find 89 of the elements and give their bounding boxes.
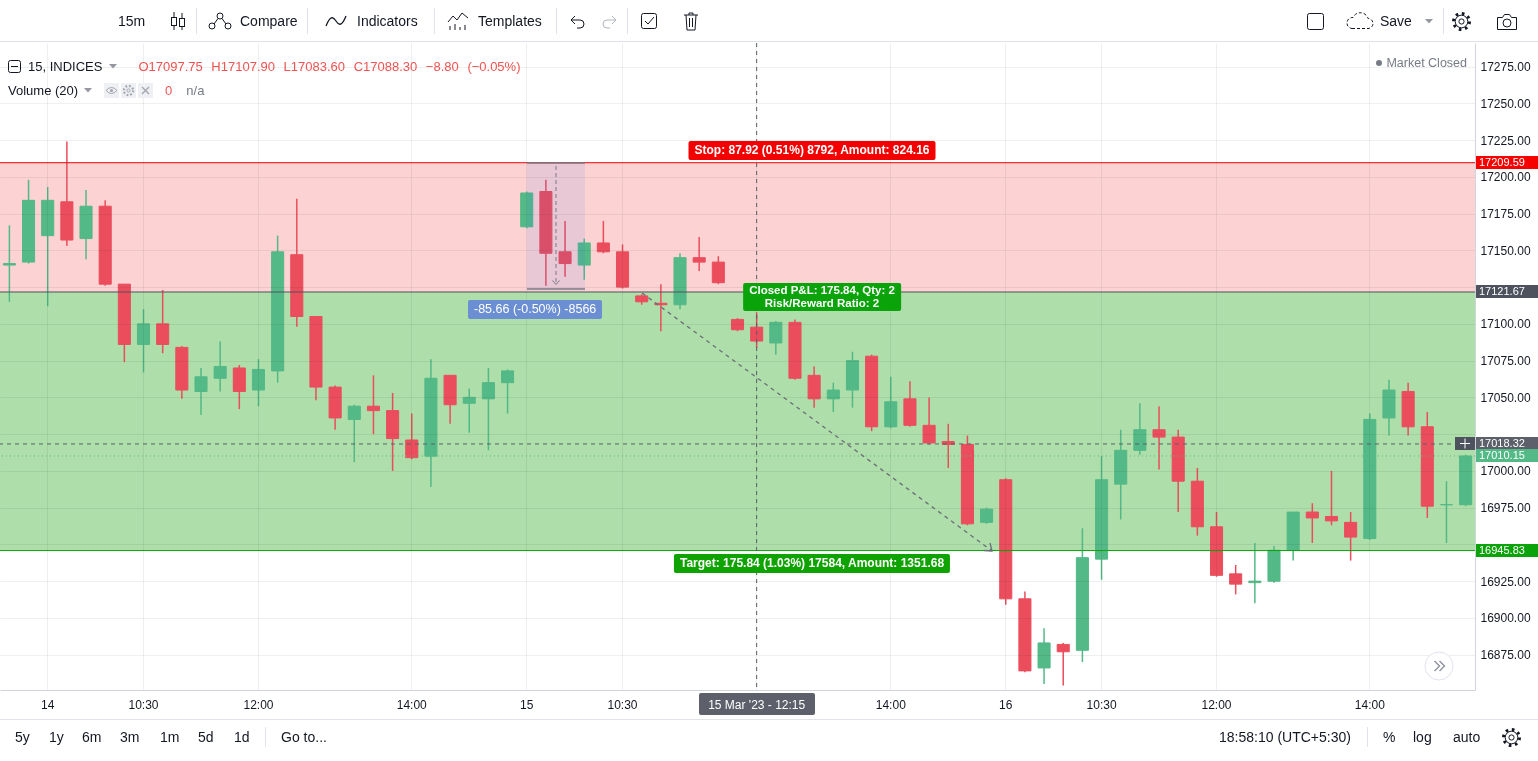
- text: 15, INDICES: [28, 58, 103, 74]
- text: %: [1383, 728, 1396, 746]
- candlestick: [1152, 405, 1166, 471]
- candlestick: [1248, 542, 1262, 604]
- candlestick: [1305, 502, 1319, 544]
- annotation: n/a: [186, 82, 205, 98]
- annotation: Market Closed: [1386, 56, 1467, 70]
- candlestick: [1344, 511, 1358, 562]
- candlestick: [366, 374, 380, 435]
- candlestick: [558, 220, 572, 278]
- text: log: [1413, 728, 1432, 746]
- text: Indicators: [357, 12, 418, 30]
- annotation: 0: [165, 82, 173, 98]
- candlestick: [807, 365, 821, 409]
- y-tick-label: 17225.00: [1480, 133, 1531, 148]
- candlestick: [194, 367, 208, 416]
- y-tick-label: 16875.00: [1480, 648, 1531, 663]
- x-tick-label: 15: [520, 697, 534, 712]
- candlestick: [769, 320, 783, 356]
- annotation: Volume (20): [8, 82, 79, 98]
- text: 15m: [118, 12, 146, 30]
- text: 6m: [82, 728, 102, 746]
- y-tick-label: 17175.00: [1480, 207, 1531, 222]
- y-tick-label: 16900.00: [1480, 611, 1531, 626]
- y-tick-label: 17100.00: [1480, 317, 1531, 332]
- x-tick-label: 10:30: [128, 697, 159, 712]
- ref-line-label: 17010.15: [1476, 449, 1538, 463]
- candlestick: [692, 236, 706, 272]
- text: Templates: [478, 12, 542, 30]
- y-tick-label: 17150.00: [1480, 243, 1531, 258]
- x-tick-label: 14: [41, 697, 55, 712]
- ref-line-label: 17209.59: [1476, 156, 1538, 170]
- y-tick-label: 17075.00: [1480, 354, 1531, 369]
- y-tick-label: 16925.00: [1480, 574, 1531, 589]
- text: 5y: [15, 728, 30, 746]
- candlestick: [1324, 470, 1339, 527]
- x-tick-label: 16: [999, 697, 1013, 712]
- text: auto: [1453, 728, 1481, 746]
- annotation: Closed P&L: 175.84, Qty: 2: [749, 284, 895, 297]
- candlestick: [826, 381, 840, 413]
- candlestick: [1133, 402, 1147, 456]
- annotation: -85.66 (-0.50%) -8566: [468, 300, 603, 319]
- y-tick-label: 17200.00: [1480, 170, 1531, 185]
- candlestick: [462, 387, 476, 434]
- x-tick-label: 10:30: [1086, 697, 1117, 712]
- candlestick: [711, 255, 725, 285]
- y-tick-label: 17000.00: [1480, 464, 1531, 479]
- y-tick-label: 17275.00: [1480, 60, 1531, 75]
- x-tick-label: 12:00: [1201, 697, 1232, 712]
- candlestick: [156, 289, 170, 355]
- band-label: Target: 175.84 (1.03%) 17584, Amount: 1351.68: [673, 553, 951, 573]
- annotation: Risk/Reward Ratio: 2: [763, 297, 881, 310]
- text: Save: [1380, 12, 1412, 30]
- x-tick-label: 15 Mar '23 - 12:15: [708, 697, 806, 712]
- x-tick-label: 12:00: [243, 697, 274, 712]
- candlestick: [232, 364, 246, 410]
- x-tick-label: 14:00: [1354, 697, 1386, 712]
- candlestick: [596, 220, 610, 255]
- x-tick-label: 14:00: [875, 697, 907, 712]
- y-tick-label: 16975.00: [1480, 501, 1531, 516]
- text: O17097.75 H17107.90 L17083.60 C17088.30 −8.80 (−0.05%): [138, 58, 521, 74]
- candlestick: [136, 308, 151, 374]
- x-tick-label: 10:30: [607, 697, 638, 712]
- text: 18:58:10 (UTC+5:30): [1219, 728, 1351, 746]
- band-label: Stop: 87.92 (0.51%) 8792, Amount: 824.16: [688, 140, 936, 160]
- text: 3m: [120, 728, 140, 746]
- text: Compare: [240, 12, 298, 30]
- candlestick: [251, 358, 266, 407]
- text: 1y: [49, 728, 64, 746]
- x-tick-label: 14:00: [396, 697, 428, 712]
- candlestick: [405, 412, 419, 460]
- ref-line-label: 17018.32: [1476, 437, 1538, 451]
- text: 5d: [198, 728, 214, 746]
- candlestick: [2, 224, 16, 303]
- y-tick-label: 17250.00: [1480, 96, 1531, 111]
- candlestick: [213, 340, 227, 393]
- candlestick: [577, 237, 591, 281]
- text: 1m: [160, 728, 180, 746]
- candlestick: [1056, 642, 1070, 687]
- y-tick-label: 17050.00: [1480, 390, 1531, 405]
- candlestick: [501, 368, 515, 415]
- candlestick: [1229, 564, 1243, 596]
- ref-line-label: 17121.67: [1476, 285, 1538, 299]
- candlestick: [922, 396, 936, 446]
- text: 1d: [234, 728, 250, 746]
- candlestick: [481, 367, 495, 452]
- text: Go to...: [281, 728, 327, 746]
- candlestick: [1439, 480, 1453, 544]
- ref-line-label: 16945.83: [1476, 544, 1538, 558]
